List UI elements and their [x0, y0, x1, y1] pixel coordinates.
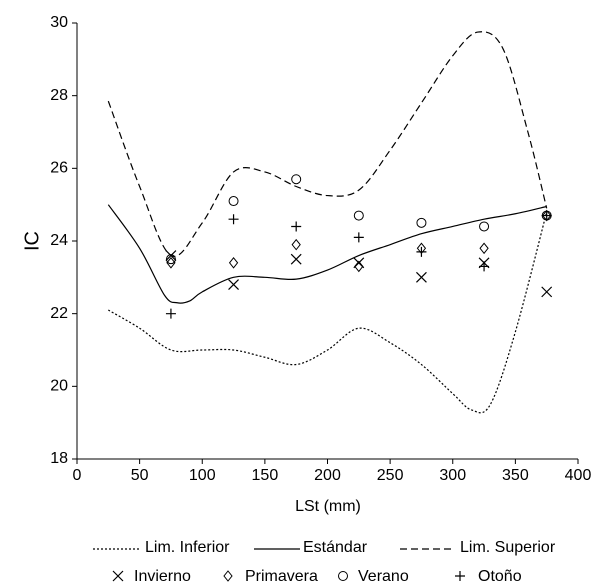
point [165, 250, 177, 261]
point [353, 232, 364, 243]
point [353, 210, 364, 221]
point [479, 261, 490, 272]
y-tick-label: 20 [50, 378, 68, 395]
point [291, 221, 302, 232]
y-axis-label: IC [21, 231, 43, 251]
x-axis-label: LSt (mm) [295, 498, 361, 515]
y-tick-label: 30 [50, 14, 68, 31]
point [228, 279, 239, 291]
y-tick-label: 28 [50, 87, 68, 104]
point [354, 260, 364, 273]
legend-label: Estándar [303, 539, 368, 556]
x-tick-label: 100 [189, 467, 216, 484]
y-tick-label: 26 [50, 160, 68, 177]
legend-label: Primavera [245, 568, 318, 585]
x-tick-label: 200 [314, 467, 341, 484]
x-tick-label: 300 [439, 467, 466, 484]
line [107, 204, 547, 304]
x-tick-label: 250 [377, 467, 404, 484]
point [228, 214, 239, 225]
y-tick-label: 18 [50, 450, 68, 467]
point [479, 221, 490, 232]
legend-marker [112, 570, 124, 582]
line [107, 31, 548, 258]
legend-label: Lim. Superior [460, 539, 556, 556]
point [291, 238, 301, 251]
point [416, 246, 427, 257]
legend-label: Invierno [134, 568, 191, 585]
legend-label: Lim. Inferior [145, 539, 230, 556]
point [479, 242, 489, 255]
point [291, 174, 302, 185]
legend-marker [338, 571, 348, 581]
x-tick-label: 400 [565, 467, 592, 484]
x-tick-label: 50 [131, 467, 149, 484]
x-tick-label: 0 [73, 467, 82, 484]
point [290, 253, 302, 265]
legend-marker [455, 571, 465, 581]
line [108, 211, 548, 414]
x-tick-label: 350 [502, 467, 529, 484]
point [542, 209, 552, 222]
point [165, 254, 176, 265]
point [541, 286, 553, 298]
point [166, 256, 176, 269]
x-tick-label: 150 [252, 467, 279, 484]
legend-label: Otoño [478, 568, 522, 585]
y-tick-label: 22 [50, 305, 68, 322]
point [228, 196, 239, 207]
point [416, 271, 427, 283]
legend-marker [223, 570, 233, 582]
point [416, 217, 427, 228]
y-tick-label: 24 [50, 232, 68, 249]
point [228, 256, 239, 269]
legend-label: Verano [358, 568, 409, 585]
point [541, 210, 552, 221]
point [165, 308, 176, 319]
